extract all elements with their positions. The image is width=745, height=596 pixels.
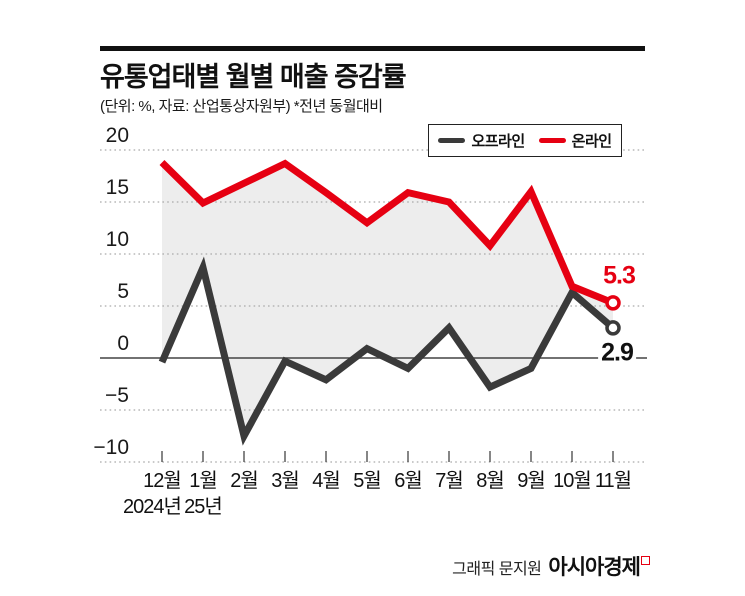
brand-logo: 아시아경제 [548,551,650,581]
offline-line-swatch-icon [438,137,466,144]
y-axis-label-10: 10 [105,228,129,251]
legend-item-online: 온라인 [538,130,612,151]
y-axis-label--10: −10 [93,436,129,459]
series-line-온라인 [159,159,615,307]
y-axis-label-20: 20 [105,124,129,147]
x-axis-label-3월: 3월 [271,470,300,492]
credit-line: 그래픽 문지원 아시아경제 [452,551,650,581]
legend-label-offline: 오프라인 [471,133,525,150]
x-axis-label-2월: 2월 [230,470,259,492]
line-chart [100,149,647,463]
x-axis-label-10월: 10월 [553,470,592,492]
series-line-오프라인 [158,256,616,446]
graphic-credit: 그래픽 문지원 [452,561,542,578]
online-line-swatch-icon [538,137,566,144]
chart-subtitle: (단위: %, 자료: 산업통상자원부) *전년 동월대비 [100,98,383,115]
fill-between-area [162,162,613,437]
x-axis-label-7월: 7월 [435,470,464,492]
y-axis-label--5: −5 [105,384,129,407]
x-axis-label-12월: 12월 [143,470,182,492]
y-axis-label-0: 0 [117,332,129,355]
x-axis-label-4월: 4월 [312,470,341,492]
end-marker-오프라인 [605,320,621,336]
x-axis-label-8월: 8월 [476,470,505,492]
legend-item-offline: 오프라인 [438,130,525,151]
x-axis-label-5월: 5월 [353,470,382,492]
x-axis-label-1월: 1월 [189,470,218,492]
y-axis-label-5: 5 [117,280,129,303]
brand-logo-mark-icon [641,556,650,565]
end-marker-온라인 [605,295,621,311]
x-axis-label-11월: 11월 [594,470,632,492]
x-axis-label-6월: 6월 [394,470,423,492]
chart-title: 유통업태별 월별 매출 증감률 [100,62,407,92]
x-axis-year-label-25년: 25년 [184,496,223,518]
legend: 오프라인 온라인 [428,124,622,157]
legend-label-online: 온라인 [571,133,612,150]
y-axis-label-15: 15 [105,176,129,199]
x-axis-year-label-2024년: 2024년 [123,496,182,518]
top-rule [100,46,645,51]
x-axis-label-9월: 9월 [517,470,546,492]
online-end-value-label: 5.3 [603,261,636,290]
offline-end-value-label: 2.9 [598,338,636,368]
